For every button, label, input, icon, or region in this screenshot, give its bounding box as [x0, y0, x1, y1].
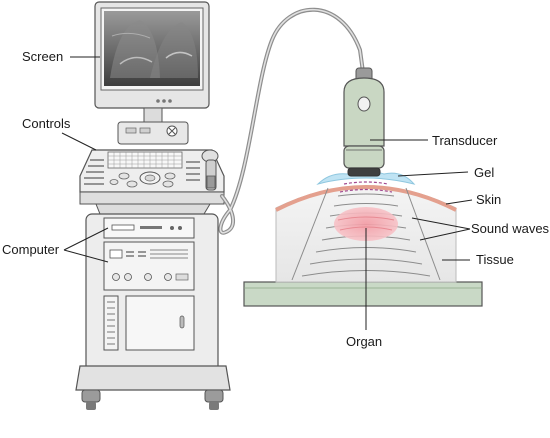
label-sound-waves: Sound waves [471, 221, 550, 236]
labels: Screen Controls Computer Transducer Gel … [2, 49, 550, 349]
leader-lines [61, 56, 473, 330]
leader-sound-waves-1 [411, 217, 471, 230]
cabinet [75, 203, 231, 410]
label-tissue: Tissue [476, 252, 514, 267]
monitor [94, 1, 210, 125]
label-computer: Computer [2, 242, 60, 257]
exam-table [243, 281, 483, 307]
leader-computer-1 [63, 227, 109, 251]
skin-layer [275, 185, 457, 212]
computer-module-bottom [103, 241, 195, 291]
label-skin: Skin [476, 192, 501, 207]
leader-gel [397, 171, 469, 177]
control-panel [79, 121, 225, 205]
label-transducer: Transducer [432, 133, 498, 148]
label-gel: Gel [474, 165, 494, 180]
organ-shape [334, 207, 398, 241]
ultrasound-machine [75, 1, 365, 410]
gel-layer [316, 170, 416, 185]
leader-skin [445, 199, 473, 205]
scan-cross-section [243, 67, 483, 307]
transducer-probe [343, 67, 385, 177]
label-organ: Organ [346, 334, 382, 349]
leader-computer-2 [63, 249, 109, 263]
label-controls: Controls [22, 116, 71, 131]
leader-controls [61, 132, 97, 151]
leader-sound-waves-2 [419, 228, 471, 241]
label-screen: Screen [22, 49, 63, 64]
